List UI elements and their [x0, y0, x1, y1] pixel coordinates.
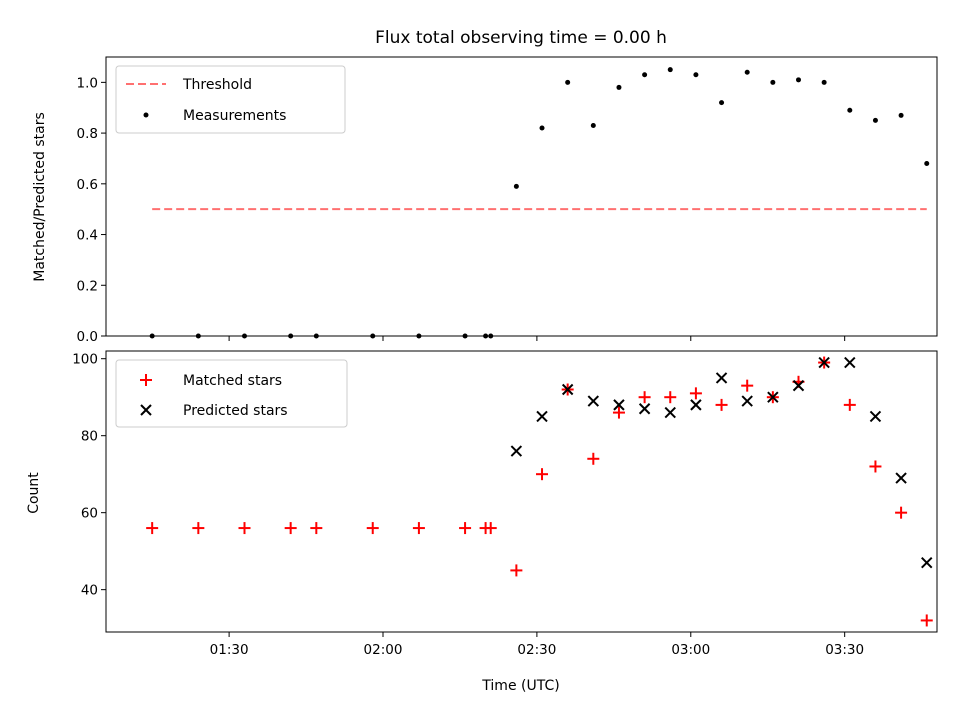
legend-matched-swatch	[140, 374, 152, 386]
matched-star-point	[366, 522, 379, 535]
measurement-point	[821, 79, 827, 85]
predicted-star-point	[715, 372, 728, 384]
matched-star-point	[715, 398, 728, 411]
top-y-tick-label: 0.2	[77, 278, 98, 294]
measurement-point	[924, 161, 930, 167]
measurement-point	[898, 112, 904, 118]
bottom-x-tick-label: 01:30	[210, 642, 249, 658]
top-chart-panel: 0.0 0.2 0.4 0.6 0.8 1.0 Matched/Predicted sta…	[32, 56, 938, 345]
bottom-x-tick-label: 03:30	[825, 642, 864, 658]
measurement-point	[565, 79, 571, 85]
bottom-chart-panel: 40 60 80 100 01:30 02:00 02:30 03:00 03:30 Coun…	[26, 350, 938, 694]
measurement-point	[513, 183, 519, 189]
matched-star-point	[689, 387, 702, 400]
bottom-chart-legend: Matched stars Predicted stars	[115, 359, 348, 428]
matched-star-point	[741, 379, 754, 392]
predicted-star-point	[613, 399, 625, 411]
top-chart-frame	[105, 56, 938, 337]
top-chart-y-ticks: 0.0 0.2 0.4 0.6 0.8 1.0	[77, 75, 106, 345]
matched-star-point	[192, 522, 205, 535]
measurement-point	[539, 125, 545, 131]
bottom-chart-x-label: Time (UTC)	[481, 678, 559, 694]
top-y-tick-label: 0.6	[77, 177, 98, 193]
measurement-point	[642, 72, 648, 78]
predicted-star-point	[741, 395, 753, 407]
top-y-tick-label: 1.0	[77, 75, 98, 91]
measurement-point	[590, 122, 596, 128]
measurement-point	[693, 72, 699, 78]
measurement-point	[770, 79, 776, 85]
legend-matched-label: Matched stars	[183, 373, 282, 389]
predicted-star-point	[895, 472, 907, 484]
measurement-point	[872, 117, 878, 123]
bottom-chart-frame	[105, 350, 938, 633]
bottom-y-tick-label: 100	[72, 352, 98, 368]
top-y-tick-label: 0.8	[77, 126, 98, 142]
measurement-point	[719, 100, 725, 106]
predicted-star-point	[792, 379, 805, 392]
bottom-x-tick-label: 03:00	[671, 642, 710, 658]
bottom-chart-y-label: Count	[26, 472, 42, 514]
bottom-y-tick-label: 40	[81, 583, 98, 599]
matched-star-point	[920, 614, 933, 627]
matched-star-point	[310, 522, 323, 535]
predicted-star-point	[844, 356, 856, 369]
top-chart-y-label: Matched/Predicted stars	[32, 112, 48, 282]
measurement-point	[667, 67, 673, 73]
predicted-star-point	[767, 391, 779, 403]
matched-star-point	[638, 391, 651, 404]
bottom-y-tick-label: 80	[81, 429, 98, 445]
matched-star-point	[484, 522, 497, 535]
predicted-star-point	[690, 399, 702, 411]
predicted-star-point	[561, 383, 574, 396]
legend-predicted-label: Predicted stars	[183, 403, 288, 419]
matched-star-point	[412, 522, 425, 535]
measurement-point	[616, 84, 622, 90]
top-y-tick-label: 0.0	[77, 329, 98, 345]
matched-star-point	[664, 391, 677, 404]
top-chart-title: Flux total observing time = 0.00 h	[375, 28, 667, 48]
predicted-star-point	[818, 356, 830, 369]
matched-star-point	[146, 522, 159, 535]
matched-star-point	[510, 564, 523, 577]
legend-predicted-swatch	[140, 404, 152, 416]
predicted-star-point	[869, 410, 882, 423]
bottom-chart-marks	[146, 356, 933, 627]
legend-measurements-label: Measurements	[183, 108, 286, 124]
legend-threshold-label: Threshold	[182, 77, 252, 93]
top-legend-box	[115, 65, 346, 134]
predicted-star-point	[638, 403, 651, 415]
bottom-x-tick-label: 02:00	[364, 642, 403, 658]
top-y-tick-label: 0.4	[77, 228, 98, 244]
predicted-star-point	[664, 406, 676, 419]
bottom-chart-x-ticks: 01:30 02:00 02:30 03:00 03:30	[210, 632, 864, 658]
matched-star-point	[238, 522, 251, 535]
measurement-point	[847, 107, 853, 113]
bottom-chart-y-ticks: 40 60 80 100	[72, 352, 106, 599]
top-chart-legend: Threshold Measurements	[115, 65, 346, 134]
predicted-star-point	[921, 557, 933, 569]
legend-measurements-swatch	[143, 112, 149, 118]
matched-star-point	[459, 522, 472, 535]
predicted-star-point	[587, 395, 600, 407]
bottom-x-tick-label: 02:30	[517, 642, 556, 658]
matched-star-point	[587, 452, 600, 465]
matched-star-point	[843, 398, 856, 411]
measurement-point	[744, 69, 750, 75]
bottom-legend-box	[115, 359, 348, 428]
bottom-y-tick-label: 60	[81, 506, 98, 522]
measurement-point	[796, 77, 801, 83]
predicted-star-point	[510, 445, 523, 457]
matched-star-point	[612, 406, 625, 419]
top-chart-x-ticks	[228, 336, 846, 341]
matched-star-point	[284, 522, 297, 535]
matched-star-point	[536, 468, 549, 481]
predicted-star-point	[536, 410, 548, 423]
matched-star-point	[869, 460, 882, 473]
matched-star-point	[895, 506, 908, 519]
